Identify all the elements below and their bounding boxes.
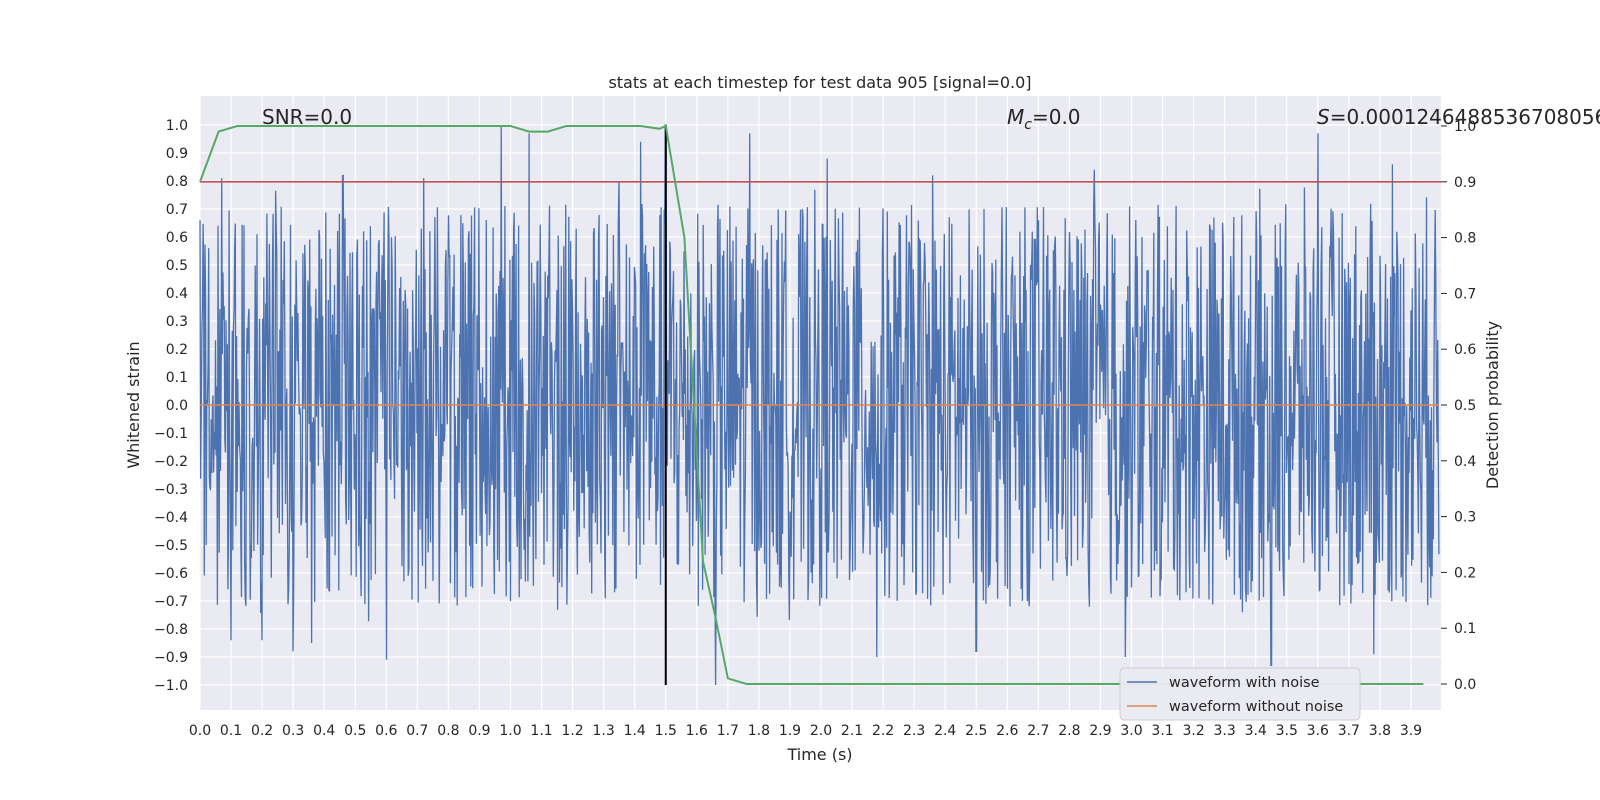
y-tick-label: 0.2	[166, 342, 188, 358]
x-tick-label: 2.3	[903, 723, 925, 739]
x-tick-label: 0.5	[344, 723, 366, 739]
chart-title: stats at each timestep for test data 905…	[608, 73, 1031, 92]
x-tick-label: 1.5	[655, 723, 677, 739]
x-tick-label: 3.0	[1120, 723, 1142, 739]
y-tick-label: 0.0	[166, 398, 188, 414]
x-axis-label: Time (s)	[786, 745, 852, 764]
x-tick-label: 3.2	[1182, 723, 1204, 739]
x-tick-label: 2.9	[1089, 723, 1111, 739]
x-tick-label: 3.9	[1400, 723, 1422, 739]
x-tick-label: 2.4	[934, 723, 956, 739]
y-tick-label: −0.6	[154, 566, 188, 582]
x-tick-label: 0.6	[375, 723, 397, 739]
x-tick-labels: 0.0 0.1 0.2 0.3 0.4 0.5 0.6 0.7 0.8 0.9 1.0 1.1 1.2 1…	[189, 723, 1422, 739]
y2-axis-label: Detection probability	[1483, 321, 1502, 489]
y2-tick-labels: 1.0 0.9 0.8 0.7 0.6 0.5 0.4 0.3 0.2 0.1 0.0	[1441, 119, 1476, 693]
x-tick-label: 0.1	[220, 723, 242, 739]
y-tick-label: −0.7	[154, 594, 188, 610]
y2-tick-label: 0.5	[1454, 398, 1476, 414]
series-waveform-with-noise	[199, 124, 1440, 686]
mc-subscript: c	[1024, 117, 1032, 133]
mc-annotation: Mc=0.0	[1007, 105, 1081, 133]
x-tick-label: 2.6	[996, 723, 1018, 739]
legend-box	[1119, 667, 1361, 721]
s-value: =0.00012464885367080569	[1330, 105, 1600, 129]
y2-tick-label: 0.9	[1454, 175, 1476, 191]
x-tick-label: 3.4	[1245, 723, 1267, 739]
y2-tick-label: 0.4	[1454, 454, 1476, 470]
snr-annotation: SNR=0.0	[262, 105, 352, 129]
x-tick-label: 1.2	[561, 723, 583, 739]
series-detection-probability	[199, 124, 1424, 685]
mc-symbol: M	[1007, 105, 1024, 129]
x-tick-label: 0.7	[406, 723, 428, 739]
x-tick-label: 3.1	[1151, 723, 1173, 739]
x-tick-label: 3.5	[1276, 723, 1298, 739]
y2-tick-label: 1.0	[1454, 119, 1476, 135]
y2-tick-label: 0.8	[1454, 231, 1476, 247]
legend-label-clean: waveform without noise	[1169, 699, 1343, 715]
y-tick-label: 0.6	[166, 230, 188, 246]
x-tick-label: 1.8	[748, 723, 770, 739]
x-tick-label: 3.3	[1214, 723, 1236, 739]
x-tick-label: 0.8	[437, 723, 459, 739]
y-tick-label: −1.0	[154, 678, 188, 694]
y-tick-label: −0.5	[154, 538, 188, 554]
x-tick-label: 2.2	[872, 723, 894, 739]
y-tick-label: −0.8	[154, 622, 188, 638]
y-axis-label: Whitened strain	[124, 341, 143, 468]
y2-tick-label: 0.1	[1454, 621, 1476, 637]
y-tick-label: −0.3	[154, 482, 188, 498]
s-annotation: S=0.00012464885367080569	[1317, 105, 1600, 129]
x-tick-label: 3.7	[1338, 723, 1360, 739]
x-tick-label: 2.0	[810, 723, 832, 739]
chart-marks	[199, 124, 1441, 686]
x-tick-label: 1.7	[717, 723, 739, 739]
y2-tick-label: 0.6	[1454, 342, 1476, 358]
y2-tick-label: 0.3	[1454, 510, 1476, 526]
y-tick-label: −0.4	[154, 510, 188, 526]
x-tick-label: 0.4	[313, 723, 335, 739]
x-tick-label: 3.8	[1369, 723, 1391, 739]
x-tick-label: 0.3	[282, 723, 304, 739]
x-tick-label: 3.6	[1307, 723, 1329, 739]
y-tick-label: −0.9	[154, 650, 188, 666]
y-tick-labels: 1.0 0.9 0.8 0.7 0.6 0.5 0.4 0.3 0.2 0.1 0.0 −0.1 −0.…	[154, 118, 188, 694]
x-tick-label: 0.2	[251, 723, 273, 739]
s-symbol: S	[1317, 105, 1330, 129]
y-tick-label: −0.1	[154, 426, 188, 442]
y2-tick-label: 0.2	[1454, 565, 1476, 581]
x-tick-label: 0.9	[468, 723, 490, 739]
y-tick-label: 0.7	[166, 202, 188, 218]
y-tick-label: 0.1	[166, 370, 188, 386]
x-tick-label: 1.9	[779, 723, 801, 739]
y-tick-label: 0.9	[166, 146, 188, 162]
y-tick-label: 0.8	[166, 174, 188, 190]
x-tick-label: 1.6	[686, 723, 708, 739]
x-tick-label: 1.1	[530, 723, 552, 739]
y2-tick-label: 0.7	[1454, 286, 1476, 302]
y-tick-label: 0.3	[166, 314, 188, 330]
legend: waveform with noise waveform without noi…	[1119, 667, 1361, 721]
y-tick-label: −0.2	[154, 454, 188, 470]
y-tick-label: 0.4	[166, 286, 188, 302]
mc-value: =0.0	[1032, 105, 1081, 129]
x-tick-label: 2.5	[965, 723, 987, 739]
y-tick-label: 0.5	[166, 258, 188, 274]
y2-tick-label: 0.0	[1454, 677, 1476, 693]
x-tick-label: 2.1	[841, 723, 863, 739]
x-tick-label: 2.8	[1058, 723, 1080, 739]
x-tick-label: 0.0	[189, 723, 211, 739]
x-tick-label: 2.7	[1027, 723, 1049, 739]
x-tick-label: 1.0	[499, 723, 521, 739]
x-tick-label: 1.3	[593, 723, 615, 739]
legend-label-noise: waveform with noise	[1169, 675, 1320, 691]
y-tick-label: 1.0	[166, 118, 188, 134]
x-tick-label: 1.4	[624, 723, 646, 739]
